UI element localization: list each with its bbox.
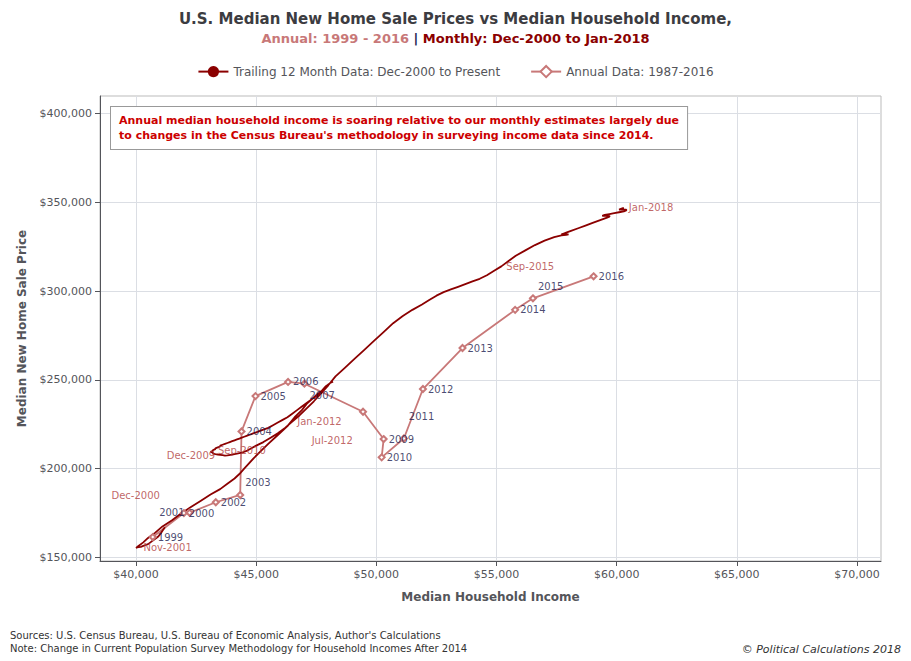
svg-text:2014: 2014 <box>520 304 545 315</box>
svg-text:Jul-2012: Jul-2012 <box>311 435 353 446</box>
svg-text:2001: 2001 <box>159 507 184 518</box>
svg-text:$60,000: $60,000 <box>594 568 640 581</box>
svg-text:2012: 2012 <box>428 384 453 395</box>
svg-text:$50,000: $50,000 <box>354 568 400 581</box>
svg-text:Sources: U.S. Census Bureau, U: Sources: U.S. Census Bureau, U.S. Bureau… <box>10 630 441 641</box>
svg-text:$250,000: $250,000 <box>40 373 93 386</box>
svg-text:$65,000: $65,000 <box>714 568 760 581</box>
svg-text:Median New Home Sale Price: Median New Home Sale Price <box>15 230 29 427</box>
svg-text:2013: 2013 <box>468 343 493 354</box>
svg-text:Monthly: Dec-2000 to Jan-2018: Monthly: Dec-2000 to Jan-2018 <box>423 31 650 46</box>
svg-text:Note: Change in Current Popula: Note: Change in Current Population Surve… <box>10 643 467 654</box>
svg-text:Annual median household income: Annual median household income is soarin… <box>119 114 679 127</box>
svg-text:to changes in the Census Burea: to changes in the Census Bureau's method… <box>119 129 654 142</box>
svg-text:Trailing 12 Month Data: Dec-20: Trailing 12 Month Data: Dec-2000 to Pres… <box>232 65 500 79</box>
svg-text:Sep-2010: Sep-2010 <box>218 445 266 456</box>
svg-text:2009: 2009 <box>389 434 414 445</box>
svg-text:Sep-2015: Sep-2015 <box>506 261 554 272</box>
svg-text:2006: 2006 <box>293 376 318 387</box>
svg-text:$40,000: $40,000 <box>113 568 159 581</box>
svg-text:$200,000: $200,000 <box>40 462 93 475</box>
svg-text:2015: 2015 <box>538 281 563 292</box>
svg-text:2003: 2003 <box>245 477 270 488</box>
svg-text:$70,000: $70,000 <box>834 568 880 581</box>
svg-text:2005: 2005 <box>261 391 286 402</box>
svg-text:$55,000: $55,000 <box>474 568 520 581</box>
svg-text:$350,000: $350,000 <box>40 196 93 209</box>
svg-text:Annual Data: 1987-2016: Annual Data: 1987-2016 <box>566 65 713 79</box>
svg-text:|: | <box>409 31 423 46</box>
svg-text:1999: 1999 <box>157 531 184 543</box>
svg-text:2016: 2016 <box>599 271 624 282</box>
svg-text:Dec-2000: Dec-2000 <box>111 490 159 501</box>
svg-text:$300,000: $300,000 <box>40 285 93 298</box>
svg-text:Dec-2009: Dec-2009 <box>167 450 215 461</box>
svg-text:2000: 2000 <box>189 508 214 519</box>
svg-text:Nov-2001: Nov-2001 <box>143 542 191 553</box>
svg-text:$400,000: $400,000 <box>40 107 93 120</box>
svg-text:$45,000: $45,000 <box>233 568 279 581</box>
svg-text:2007: 2007 <box>309 390 334 401</box>
svg-text:Annual: 1999 - 2016: Annual: 1999 - 2016 <box>261 31 409 46</box>
svg-text:© Political Calculations 2018: © Political Calculations 2018 <box>742 643 901 656</box>
svg-text:2004: 2004 <box>247 426 272 437</box>
svg-text:2002: 2002 <box>221 497 246 508</box>
svg-text:Jan-2012: Jan-2012 <box>296 416 341 427</box>
svg-text:2010: 2010 <box>387 452 412 463</box>
svg-text:Jan-2018: Jan-2018 <box>628 202 673 213</box>
svg-text:Median Household Income: Median Household Income <box>401 590 579 604</box>
svg-text:$150,000: $150,000 <box>40 551 93 564</box>
svg-text:U.S. Median New Home Sale Pric: U.S. Median New Home Sale Prices vs Medi… <box>179 10 732 28</box>
svg-text:2011: 2011 <box>409 411 434 422</box>
